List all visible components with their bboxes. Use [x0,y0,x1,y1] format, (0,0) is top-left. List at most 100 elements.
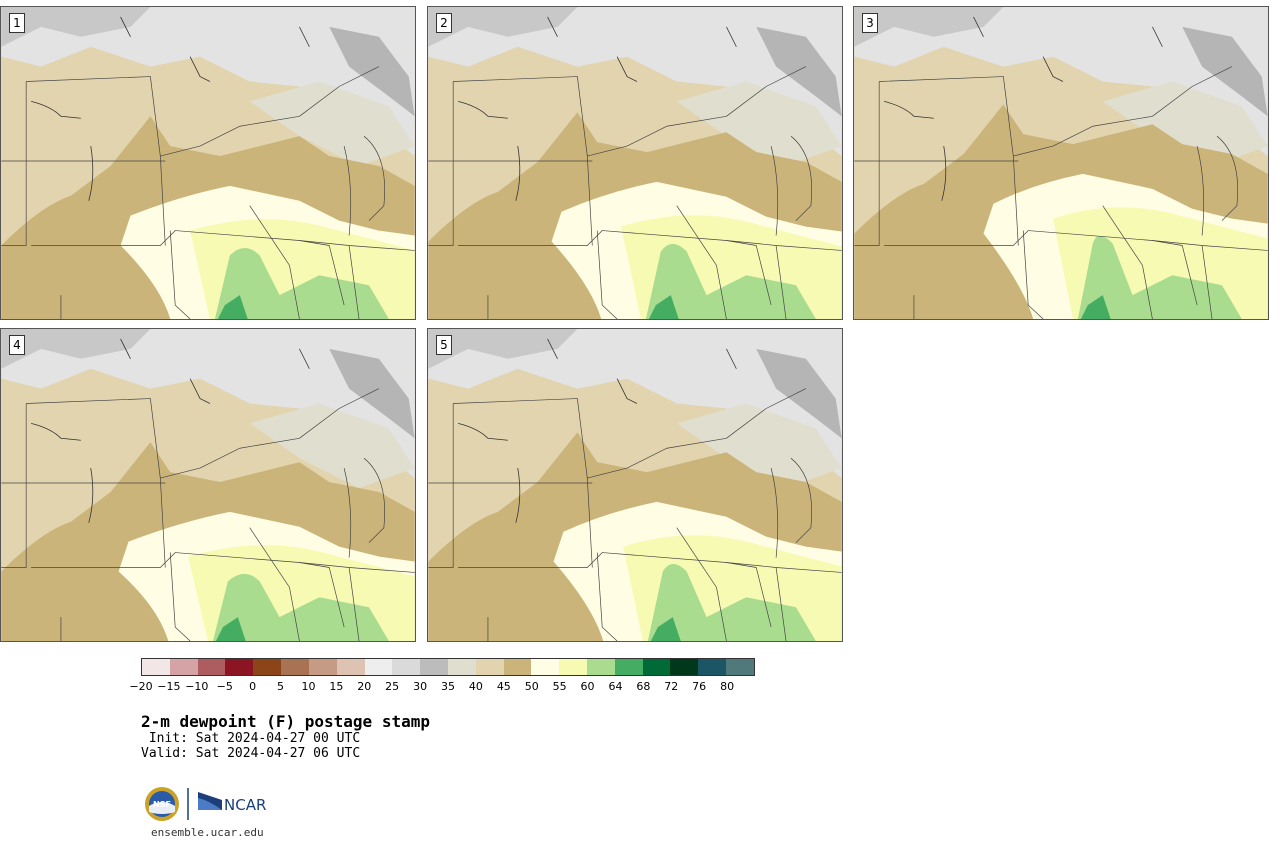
colorbar-tick-label: 72 [664,680,679,693]
dewpoint-region [215,617,246,641]
panel-number: 2 [436,13,452,33]
colorbar-cell [698,659,727,675]
state-boundary [169,230,191,319]
state-boundary [1022,230,1044,319]
state-boundary [299,240,345,306]
colorbar-cell [503,659,532,675]
nsf-ncar-logo: NSF NCAR [145,787,266,821]
dewpoint-region [212,573,389,641]
panel-number: 4 [9,335,25,355]
state-boundary [879,76,1019,246]
colorbar-tick-label: 30 [413,680,428,693]
nsf-text: NSF [153,800,171,809]
dewpoint-region [1102,81,1268,166]
state-boundary [587,437,727,479]
state-boundary [676,527,727,641]
dewpoint-region [756,26,842,117]
state-boundary [1152,66,1233,117]
water-outline [515,468,521,523]
state-boundary [884,230,1268,251]
state-boundary [249,527,300,641]
state-boundary [160,115,300,157]
colorbar-tick-label: 80 [720,680,735,693]
dewpoint-region [1,329,151,369]
state-boundary [348,245,360,319]
dewpoint-region [217,295,248,319]
state-boundary [363,457,385,543]
dewpoint-region [428,7,578,47]
state-boundary [596,230,618,319]
colorbar-cell [420,659,448,675]
state-boundary [676,205,727,319]
water-outline [616,378,638,404]
colorbar-cell [281,659,309,675]
dewpoint-map [1,329,415,641]
dewpoint-region [329,26,415,117]
dewpoint-region [854,7,1268,157]
water-outline [299,348,310,369]
colorbar-cell [614,659,643,675]
dewpoint-region [647,563,816,641]
state-boundary [790,135,812,221]
state-boundary [299,562,345,628]
colorbar-cell [559,659,587,675]
dewpoint-map [428,329,842,641]
stamp-panel-5: 5 [427,328,843,642]
state-boundary [26,76,166,246]
water-outline [31,101,81,119]
colorbar-tick-label: 35 [441,680,455,693]
state-boundary [775,245,787,319]
state-boundary [1102,205,1153,319]
water-outline [547,16,558,37]
dewpoint-region [329,348,415,439]
state-boundary [1,403,27,568]
colorbar-tick-label: 15 [329,680,344,693]
colorbar-tick-label: 68 [636,680,651,693]
colorbar-cell [642,659,671,675]
panel-number: 5 [436,335,452,355]
colorbar-cell [392,659,421,675]
colorbar-cell [447,659,476,675]
colorbar-cell [225,659,254,675]
colorbar-tick-label: 20 [357,680,372,693]
colorbar-cell [308,659,337,675]
colorbar-tick-label: 50 [524,680,539,693]
state-boundary [596,552,618,641]
state-boundary [1196,146,1205,236]
water-outline [88,468,94,523]
dewpoint-region [249,81,415,166]
water-outline [458,101,508,119]
dewpoint-region [1,329,415,479]
dewpoint-region [676,81,842,166]
valid-time: Valid: Sat 2024-04-27 06 UTC [141,746,361,761]
colorbar-tick-label: 55 [552,680,567,693]
site-url: ensemble.ucar.edu [151,826,264,839]
colorbar-tick-label: 64 [608,680,623,693]
colorbar-cell [142,659,170,675]
water-outline [616,56,638,82]
colorbar-cell [336,659,365,675]
stamp-panel-3: 3 [853,6,1269,320]
dewpoint-region [756,348,842,439]
colorbar-tick-label: 76 [692,680,707,693]
state-boundary [1201,245,1213,319]
dewpoint-region [676,403,842,488]
colorbar-cell [531,659,560,675]
water-outline [941,146,947,201]
water-outline [1042,56,1064,82]
state-boundary [160,437,300,479]
colorbar-tick-label: −15 [157,680,181,693]
water-outline [120,16,131,37]
water-outline [299,26,310,47]
colorbar-cell [587,659,615,675]
state-boundary [1152,240,1198,306]
water-outline [120,338,131,359]
state-boundary [428,81,454,246]
state-boundary [458,552,842,573]
colorbar-tick-label: 0 [249,680,257,693]
water-outline [515,146,521,201]
dewpoint-region [1,7,415,157]
dewpoint-map [854,7,1268,319]
colorbar-tick-label: 10 [301,680,316,693]
state-boundary [343,468,352,558]
